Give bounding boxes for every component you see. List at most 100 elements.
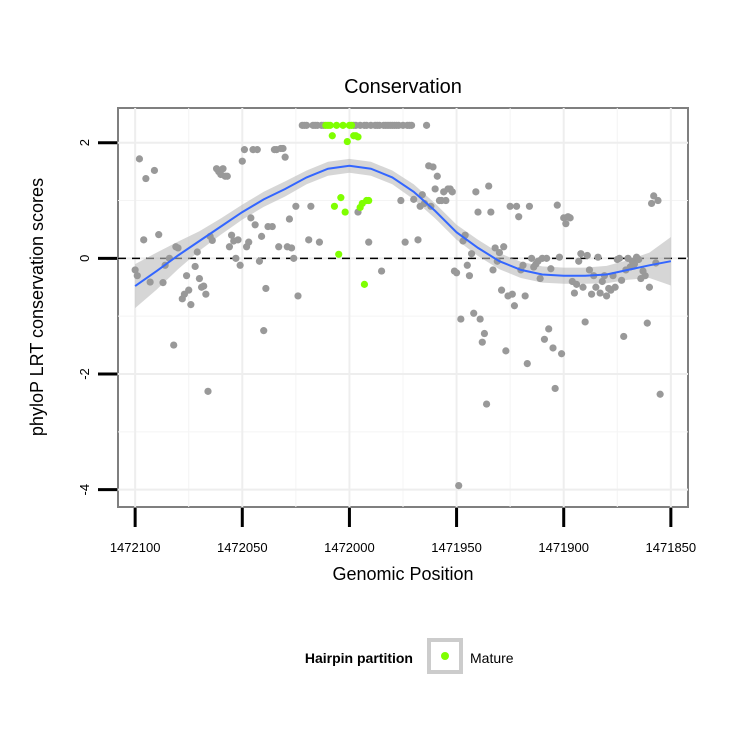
data-point [193,248,201,256]
data-point [422,121,431,129]
data-point [480,329,489,338]
data-point [448,188,456,196]
data-point [555,253,564,261]
data-point [472,188,480,196]
data-point [131,266,139,274]
data-point [255,257,264,265]
data-point [476,315,484,323]
data-point-mature [354,133,362,141]
data-point [647,199,656,208]
data-point [572,280,581,288]
data-point [470,309,478,317]
data-point [617,276,626,284]
data-point [257,232,266,240]
y-axis-label: phyloP LRT conservation scores [27,178,47,436]
data-point [502,347,510,355]
data-point [596,289,604,297]
data-point [611,283,619,291]
data-point [410,195,418,203]
x-tick-label: 1472100 [110,540,161,555]
data-point [294,292,302,300]
data-point [577,250,585,258]
x-tick-label: 1471900 [538,540,589,555]
data-point [598,277,606,286]
data-point [208,236,216,245]
data-point [287,244,296,252]
x-tick-label: 1472050 [217,540,268,555]
data-point [281,153,289,161]
data-point [594,253,602,261]
data-point [275,243,283,251]
data-point [583,251,591,260]
legend-key-mature [441,652,449,660]
data-point [146,278,154,286]
data-point [204,387,212,395]
data-point [238,157,246,165]
data-point [630,260,639,268]
data-point [497,286,506,294]
other-points [131,121,664,490]
y-axis: -4 -2 0 2 [77,139,117,495]
data-point [268,222,276,231]
data-point [581,318,589,326]
data-point [579,283,587,291]
data-point [557,350,566,358]
data-point [245,238,253,246]
data-point [292,202,300,210]
data-point [491,244,499,252]
data-point [182,272,191,280]
data-point-mature [341,208,349,216]
data-point-mature [332,121,341,129]
data-point [429,163,437,171]
data-point [465,272,474,280]
data-point-mature [335,250,343,258]
mature-points [322,121,373,288]
data-point [615,254,624,262]
data-point [414,236,422,244]
data-point [285,215,294,223]
data-point [485,182,493,190]
data-point [223,172,231,180]
chart-title: Conservation [344,76,462,98]
data-point [495,248,504,257]
data-point [536,274,544,283]
data-point-mature [347,121,356,129]
data-point [575,257,583,265]
data-point [521,292,529,300]
data-point [159,279,167,287]
data-point [587,290,596,298]
data-point [540,335,549,343]
data-point [527,254,536,262]
data-point [620,332,628,341]
data-point [377,267,386,275]
data-point [551,384,559,393]
data-point-mature [360,280,369,288]
legend-title: Hairpin partition [305,650,413,666]
data-point [547,265,555,273]
data-point [566,214,574,222]
data-point [656,390,664,398]
data-point [142,174,150,183]
data-point [525,202,534,210]
data-point [500,243,508,251]
y-tick-label: -4 [77,484,92,496]
data-point [641,272,649,280]
data-point [227,231,236,239]
data-point [140,236,148,244]
data-point [506,202,514,210]
data-point [307,202,315,210]
data-point [234,236,242,244]
data-point-mature [365,196,373,205]
data-point [305,236,313,244]
data-point [240,146,249,154]
data-point [542,254,551,262]
data-point [549,344,557,352]
data-point-mature [339,121,347,129]
x-tick-label: 1472000 [324,540,375,555]
data-point [515,213,523,221]
data-point [482,400,491,408]
data-point [474,208,482,216]
data-point [170,341,178,349]
y-tick-label: 0 [77,255,92,262]
